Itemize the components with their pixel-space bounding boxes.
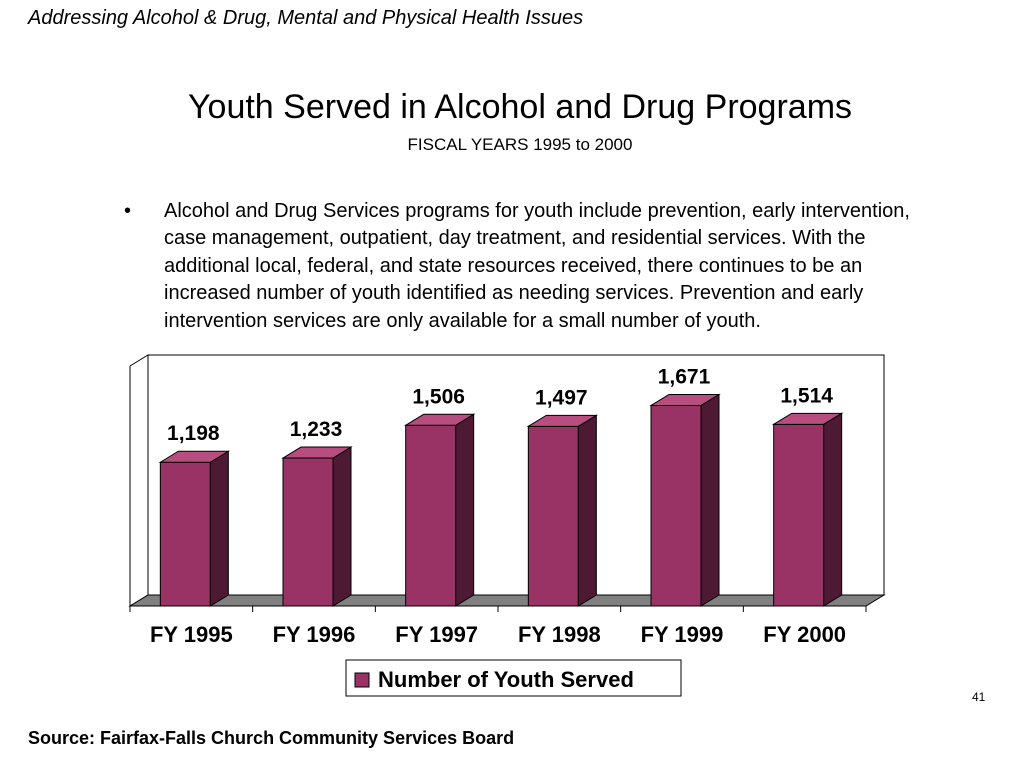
bar-fy-1998 — [526, 414, 599, 607]
bar-front — [405, 424, 457, 607]
bar-side — [700, 393, 720, 607]
bar-front — [282, 457, 334, 607]
data-label: 1,497 — [535, 386, 588, 409]
x-tick-label: FY 1996 — [273, 622, 356, 647]
legend-box — [345, 659, 682, 697]
bar-front — [650, 404, 702, 607]
bar-side — [455, 413, 475, 607]
bar-side — [332, 446, 352, 607]
bar-top — [771, 412, 844, 425]
chart-floor — [128, 594, 886, 607]
bar-top — [403, 413, 476, 426]
data-label: 1,233 — [290, 418, 343, 441]
x-tick-label: FY 1997 — [395, 622, 478, 647]
data-label: 1,514 — [780, 384, 833, 407]
x-tick-label: FY 1995 — [150, 622, 233, 647]
legend-swatch — [354, 672, 370, 688]
x-tick-label: FY 2000 — [763, 622, 846, 647]
legend-label: Number of Youth Served — [378, 667, 634, 692]
bar-fy-1999 — [649, 393, 721, 607]
bar-top — [281, 446, 353, 459]
bar-side — [209, 450, 229, 607]
bar-side — [577, 414, 597, 607]
bar-top — [158, 450, 231, 463]
bar-fy-1995 — [158, 450, 231, 607]
bullet-marker: • — [124, 200, 132, 222]
data-label: 1,671 — [658, 365, 711, 388]
chart-legend: Number of Youth Served — [345, 659, 682, 697]
bar-front — [527, 425, 579, 607]
bar-front — [159, 461, 211, 607]
source-note: Source: Fairfax-Falls Church Community S… — [28, 728, 515, 748]
bar-fy-2000 — [771, 412, 844, 607]
slide-subtitle: FISCAL YEARS 1995 to 2000 — [407, 135, 633, 154]
chart-side-wall — [129, 354, 149, 607]
bar-fy-1997 — [403, 413, 476, 607]
bar-front — [773, 423, 825, 607]
slide-title: Youth Served in Alcohol and Drug Program… — [187, 88, 853, 126]
header-note: Addressing Alcohol & Drug, Mental and Ph… — [28, 7, 584, 29]
bar-top — [649, 393, 721, 406]
bullet-text: Alcohol and Drug Services programs for y… — [164, 200, 910, 332]
page-number: 41 — [972, 690, 986, 704]
bar-fy-1996 — [281, 446, 353, 607]
data-label: 1,506 — [412, 385, 465, 408]
x-tick-label: FY 1998 — [518, 622, 601, 647]
data-label: 1,198 — [167, 422, 220, 445]
bar-top — [526, 414, 599, 427]
bar-side — [823, 412, 843, 607]
x-tick-label: FY 1999 — [641, 622, 724, 647]
